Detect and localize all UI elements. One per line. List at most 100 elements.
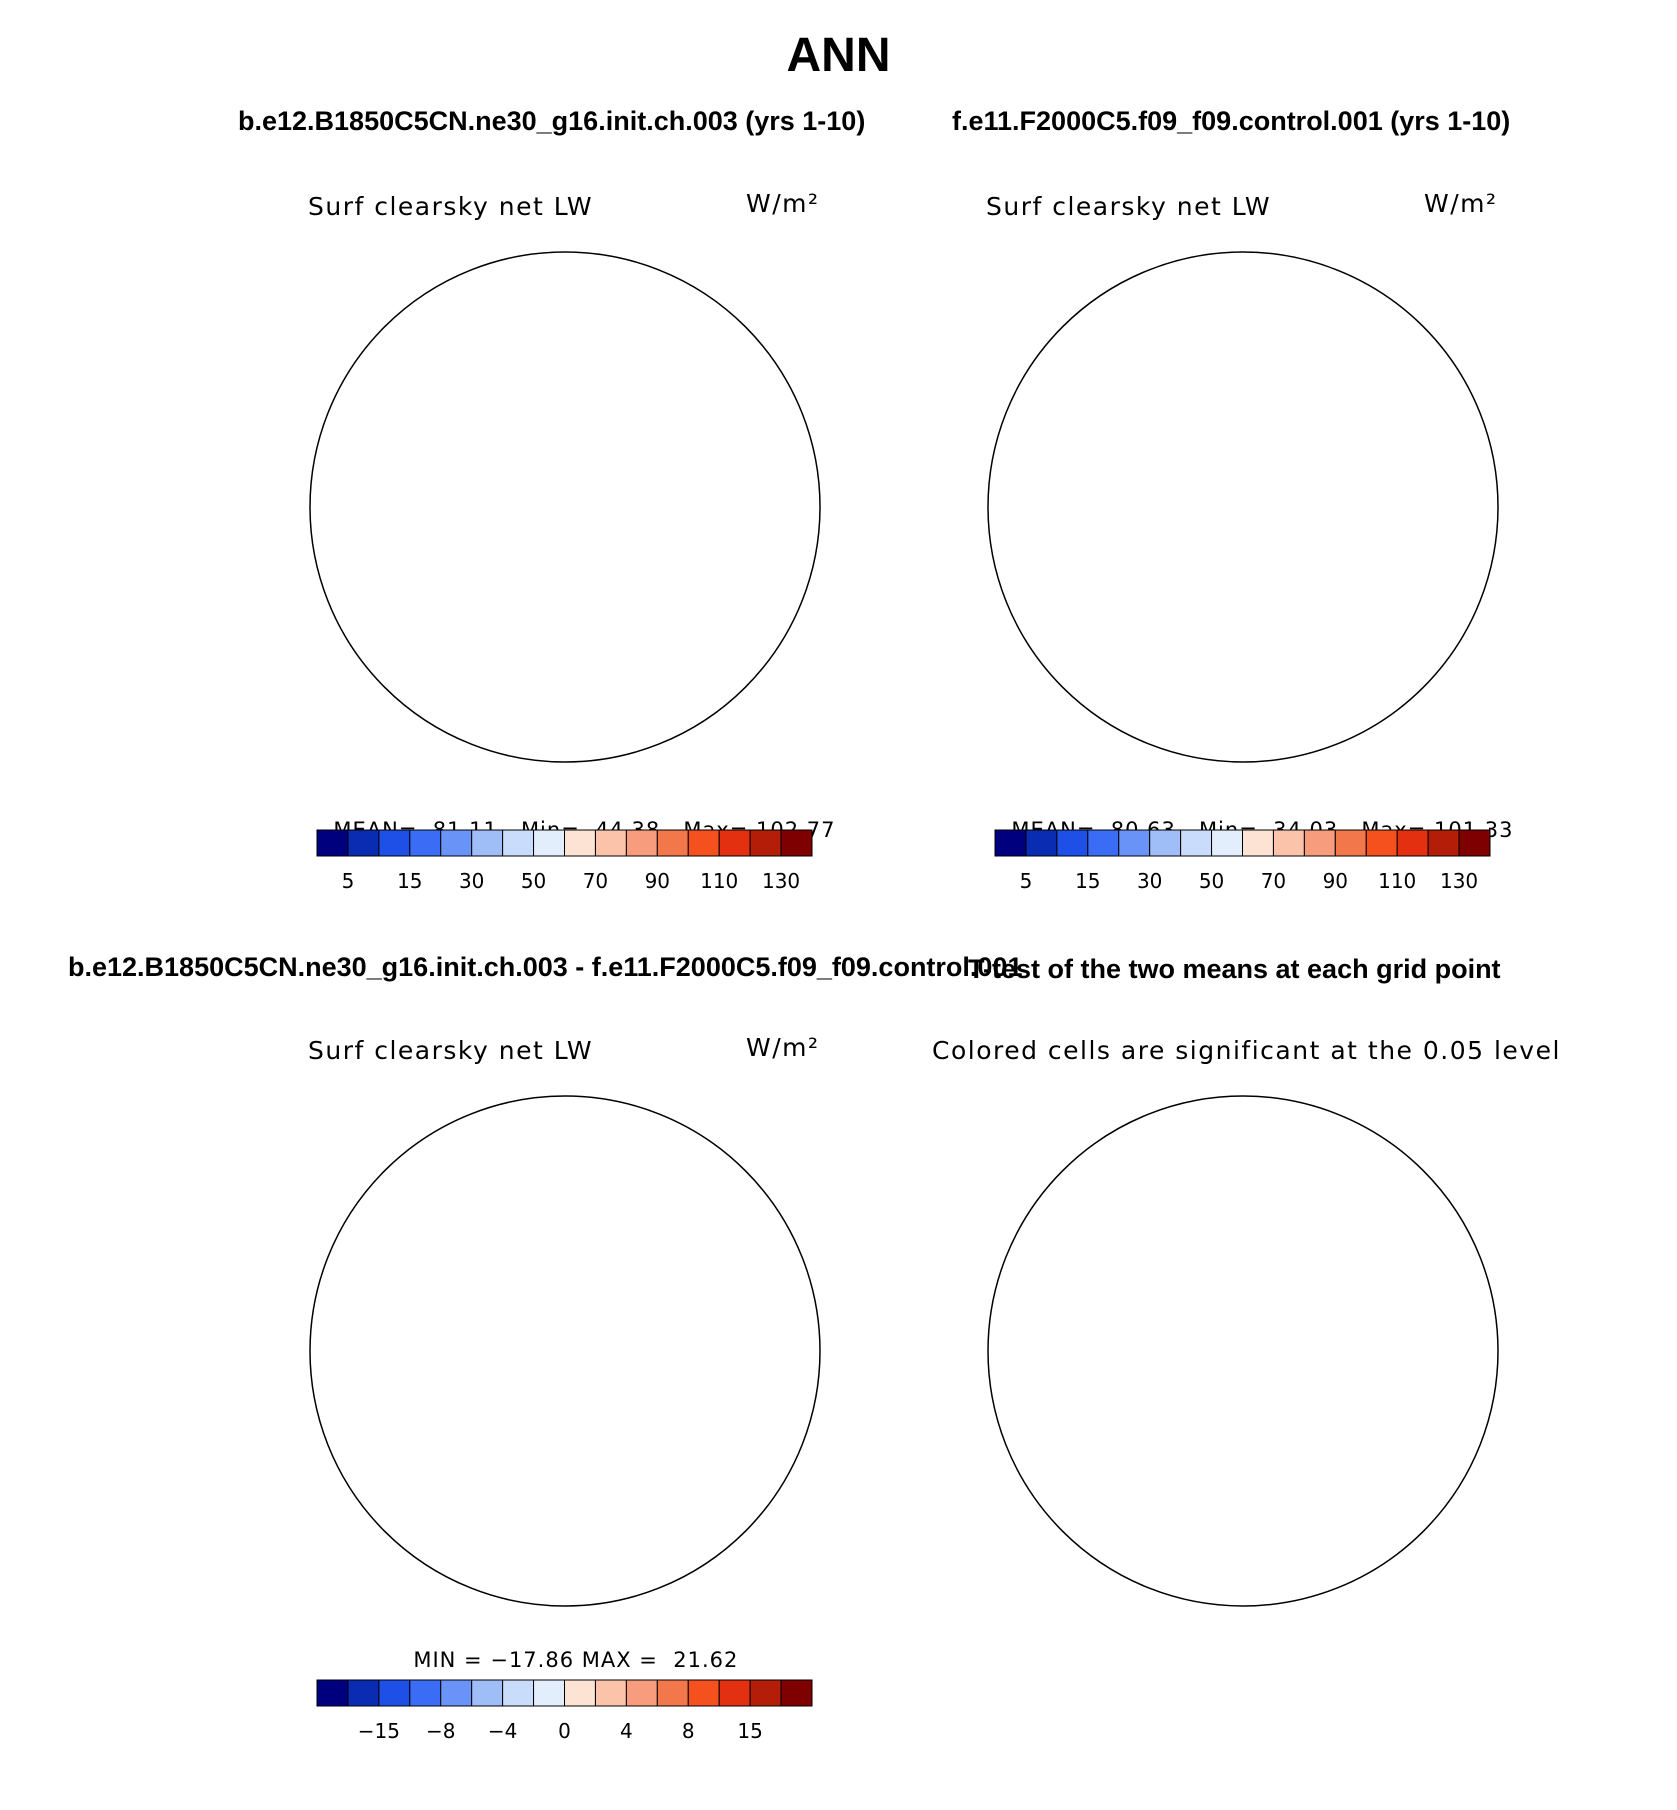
pos-patch-west bbox=[325, 1246, 385, 1336]
colorbar-swatch bbox=[1025, 829, 1058, 857]
colorbar-swatch bbox=[1149, 829, 1182, 857]
colorbar-swatch bbox=[1272, 829, 1305, 857]
colorbar-swatch bbox=[533, 829, 565, 857]
colorbar-swatch bbox=[594, 1679, 627, 1707]
colorbar-swatch bbox=[718, 1679, 751, 1707]
panel2-colorbar: 5 15 30 50 70 90 110 130 bbox=[994, 829, 1491, 893]
ocean-fill bbox=[988, 252, 1498, 762]
panel3-case-title: b.e12.B1850C5CN.ne30_g16.init.ch.003 - f… bbox=[68, 952, 1023, 982]
colorbar-tick-label: 30 bbox=[1137, 869, 1162, 893]
continent-fill bbox=[390, 337, 737, 635]
colorbar-tick-label: 90 bbox=[1323, 869, 1348, 893]
colorbar-swatch bbox=[1334, 829, 1367, 857]
colorbar-tick-label: −4 bbox=[488, 1719, 517, 1743]
colorbar-swatch bbox=[1365, 829, 1398, 857]
min-value: −17.86 bbox=[490, 1648, 575, 1672]
colorbar-swatch bbox=[687, 829, 720, 857]
low-streak bbox=[1183, 397, 1273, 437]
colorbar-swatch bbox=[780, 1679, 813, 1707]
colorbar-swatch bbox=[564, 829, 596, 857]
panel2-units: W/m² bbox=[1424, 189, 1498, 218]
max-label: MAX = bbox=[581, 1648, 658, 1672]
panel2-var-label: Surf clearsky net LW bbox=[986, 192, 1272, 221]
continent-fill bbox=[1068, 1181, 1415, 1479]
colorbar-swatch bbox=[471, 829, 504, 857]
colorbar-swatch bbox=[471, 1679, 504, 1707]
max-value: 21.62 bbox=[673, 1648, 739, 1672]
colorbar-swatch bbox=[1211, 829, 1243, 857]
background-fill bbox=[310, 1096, 820, 1606]
panel4-map-border bbox=[987, 1095, 1499, 1607]
colorbar-swatch bbox=[749, 829, 782, 857]
colorbar-swatch bbox=[1087, 829, 1120, 857]
insignificant-nw bbox=[988, 1101, 1153, 1291]
coastline bbox=[390, 337, 737, 635]
high-band bbox=[690, 277, 780, 397]
pos-streak bbox=[525, 1261, 605, 1281]
panel3-var-label: Surf clearsky net LW bbox=[308, 1036, 594, 1065]
panel4-subtitle: Colored cells are significant at the 0.0… bbox=[932, 1036, 1561, 1065]
colorbar-swatch bbox=[378, 1679, 411, 1707]
colorbar-swatch bbox=[687, 1679, 720, 1707]
colorbar-swatch bbox=[502, 829, 535, 857]
colorbar-swatch bbox=[1458, 829, 1491, 857]
colorbar-tick-label: 30 bbox=[459, 869, 484, 893]
panel1-map-border bbox=[309, 251, 821, 763]
coastline bbox=[1068, 1181, 1415, 1479]
plateau-fill bbox=[455, 347, 725, 627]
colorbar-swatch bbox=[594, 829, 627, 857]
panel3-colorbar: −15 −8 −4 0 4 8 15 bbox=[316, 1679, 813, 1743]
insignificant-ne bbox=[1243, 1096, 1473, 1301]
significant-fill bbox=[988, 1096, 1498, 1606]
colorbar-swatch bbox=[1303, 829, 1336, 857]
colorbar-tick-label: −8 bbox=[426, 1719, 455, 1743]
colorbar-swatch bbox=[316, 1679, 349, 1707]
colorbar-swatch bbox=[994, 829, 1027, 857]
panel2-map-border bbox=[987, 251, 1499, 763]
panel2-case-title: f.e11.F2000C5.f09_f09.control.001 (yrs 1… bbox=[952, 106, 1511, 136]
colorbar-tick-label: 8 bbox=[682, 1719, 695, 1743]
band-90 bbox=[1028, 302, 1438, 702]
plateau-fill bbox=[1123, 362, 1393, 622]
colorbar-tick-label: 110 bbox=[1378, 869, 1416, 893]
panel3-map-border bbox=[309, 1095, 821, 1607]
colorbar-swatch bbox=[656, 1679, 689, 1707]
band-80 bbox=[1048, 337, 1398, 677]
colorbar-swatch bbox=[1242, 829, 1274, 857]
colorbar-swatch bbox=[440, 1679, 473, 1707]
neg-band-east bbox=[585, 1291, 748, 1512]
colorbar-tick-label: 50 bbox=[1199, 869, 1224, 893]
panel4-case-title: T-test of the two means at each grid poi… bbox=[968, 954, 1501, 984]
panel1-var-label: Surf clearsky net LW bbox=[308, 192, 594, 221]
colorbar-tick-label: 70 bbox=[1261, 869, 1286, 893]
band-90 bbox=[350, 292, 780, 702]
colorbar-swatch bbox=[718, 829, 751, 857]
continent-fill bbox=[1068, 337, 1415, 635]
colorbar-swatch bbox=[409, 1679, 442, 1707]
insignificant-sw bbox=[1013, 1421, 1273, 1601]
colorbar-swatch bbox=[1056, 829, 1089, 857]
panel3-units: W/m² bbox=[746, 1033, 820, 1062]
pos-streak-2 bbox=[660, 1311, 715, 1331]
pos-patch-ne bbox=[725, 1171, 785, 1251]
colorbar-swatch bbox=[625, 829, 658, 857]
colorbar-swatch bbox=[316, 829, 349, 857]
coastline bbox=[1068, 337, 1415, 635]
colorbar-tick-label: 110 bbox=[700, 869, 738, 893]
page-title: ANN bbox=[786, 29, 891, 82]
colorbar-swatch bbox=[1396, 829, 1429, 857]
colorbar-tick-label: 90 bbox=[645, 869, 670, 893]
colorbar-swatch bbox=[780, 829, 813, 857]
neg-band-north bbox=[525, 1170, 675, 1221]
pos-patch-sw bbox=[380, 1501, 470, 1561]
colorbar-tick-label: 50 bbox=[521, 869, 546, 893]
low-streak-2 bbox=[1293, 487, 1343, 572]
colorbar-swatch bbox=[440, 829, 473, 857]
colorbar-swatch bbox=[625, 1679, 658, 1707]
colorbar-tick-label: 5 bbox=[342, 869, 355, 893]
min-label: MIN = bbox=[413, 1648, 483, 1672]
ocean-fill bbox=[310, 252, 820, 762]
colorbar-swatch bbox=[347, 1679, 380, 1707]
colorbar-tick-label: 15 bbox=[1075, 869, 1100, 893]
